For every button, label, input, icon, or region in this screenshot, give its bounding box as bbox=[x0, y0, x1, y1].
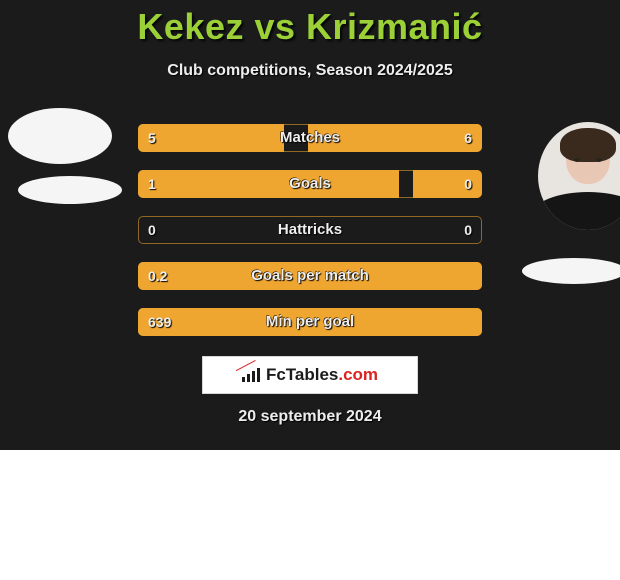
stat-row: 0.2Goals per match bbox=[138, 262, 482, 290]
stat-bar-left bbox=[138, 170, 399, 198]
stat-bar-right bbox=[308, 124, 482, 152]
comparison-panel: Kekez vs Krizmanić Club competitions, Se… bbox=[0, 0, 620, 450]
brand-badge: FcTables.com bbox=[202, 356, 418, 394]
brand-chart-icon bbox=[242, 368, 262, 382]
date-text: 20 september 2024 bbox=[0, 408, 620, 426]
stat-bar-left bbox=[138, 124, 284, 152]
stat-row: 639Min per goal bbox=[138, 308, 482, 336]
stat-row: 56Matches bbox=[138, 124, 482, 152]
stat-row: 10Goals bbox=[138, 170, 482, 198]
page-title: Kekez vs Krizmanić bbox=[0, 6, 620, 48]
stat-bar-left bbox=[138, 262, 482, 290]
stat-bar-right bbox=[413, 170, 482, 198]
player-left-avatar bbox=[8, 108, 112, 164]
brand-suffix: .com bbox=[338, 365, 378, 384]
stat-row: 0 0Hattricks bbox=[138, 216, 482, 244]
player-right-club-logo bbox=[522, 258, 620, 284]
stat-value-right: 0 bbox=[464, 216, 472, 244]
stats-bars: 56Matches 10Goals 0 0Hattricks 0.2Goals per … bbox=[138, 124, 482, 354]
brand-name: FcTables bbox=[266, 365, 338, 384]
player-right-avatar bbox=[538, 122, 620, 230]
stat-value-left: 0 bbox=[148, 216, 156, 244]
stat-label: Hattricks bbox=[138, 216, 482, 244]
stat-bar-left bbox=[138, 308, 482, 336]
subtitle: Club competitions, Season 2024/2025 bbox=[0, 62, 620, 80]
brand-text: FcTables.com bbox=[266, 365, 378, 385]
player-left-club-logo bbox=[18, 176, 122, 204]
